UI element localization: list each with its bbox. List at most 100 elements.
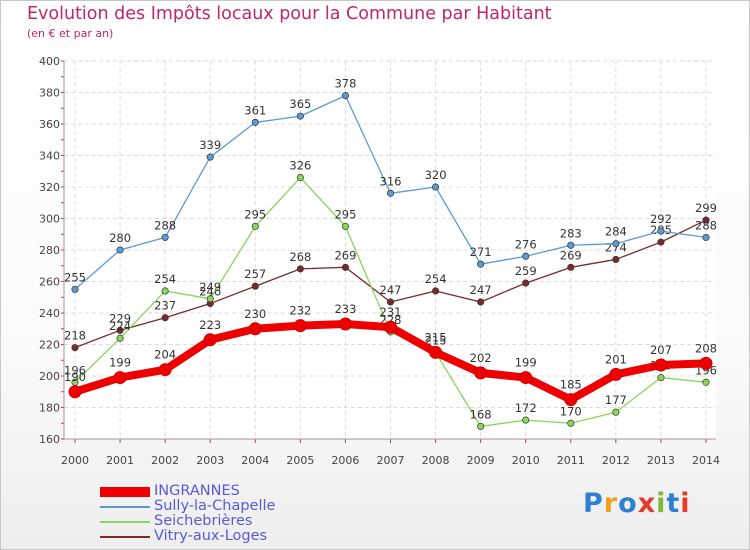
data-label: 255: [64, 270, 86, 284]
data-label: 326: [289, 159, 311, 173]
legend-label: Sully-la-Chapelle: [154, 498, 276, 514]
logo-letter: i: [680, 488, 691, 519]
data-label: 269: [334, 248, 356, 262]
y-tick-label: 200: [39, 370, 60, 383]
data-label: 231: [380, 305, 402, 319]
y-tick-label: 380: [39, 87, 60, 100]
legend-label: Seichebrières: [154, 513, 253, 529]
data-point: [116, 334, 124, 342]
data-label: 295: [334, 207, 356, 221]
data-label: 269: [560, 248, 582, 262]
data-point: [251, 282, 259, 290]
legend-swatch: [100, 521, 150, 523]
data-point: [477, 298, 485, 306]
data-label: 223: [199, 318, 221, 332]
logo-letter: r: [603, 488, 619, 519]
data-point: [113, 371, 127, 385]
legend-swatch: [100, 536, 150, 538]
logo-letter: i: [656, 488, 667, 519]
data-point: [293, 319, 307, 333]
data-point: [567, 263, 575, 271]
data-label: 177: [605, 393, 627, 407]
data-label: 172: [515, 401, 537, 415]
data-label: 204: [154, 348, 176, 362]
data-point: [702, 378, 710, 386]
data-point: [116, 246, 124, 254]
data-point: [657, 227, 665, 235]
y-tick-label: 160: [39, 433, 60, 446]
data-label: 199: [515, 356, 537, 370]
data-point: [522, 279, 530, 287]
data-label: 185: [560, 378, 582, 392]
data-point: [702, 216, 710, 224]
data-point: [384, 320, 397, 334]
data-point: [702, 233, 710, 241]
data-label: 229: [109, 311, 131, 325]
data-point: [296, 174, 304, 182]
data-point: [158, 363, 172, 377]
data-point: [296, 112, 304, 120]
x-tick-label: 2011: [557, 454, 585, 467]
x-tick-label: 2014: [692, 454, 720, 467]
data-label: 259: [515, 264, 537, 278]
data-point: [206, 295, 214, 303]
logo-letter: x: [637, 488, 657, 519]
chart-subtitle: (en € et par an): [27, 27, 114, 40]
legend-item: Seichebrières: [100, 513, 360, 529]
data-label: 202: [470, 351, 492, 365]
data-label: 320: [425, 168, 447, 182]
y-tick-label: 280: [39, 244, 60, 257]
logo-letter: o: [618, 488, 638, 519]
x-tick-label: 2002: [151, 454, 179, 467]
chart-legend: INGRANNES Sully-la-Chapelle Seichebrières V…: [100, 483, 360, 544]
data-label: 271: [470, 245, 492, 259]
data-point: [657, 238, 665, 246]
data-point: [251, 118, 259, 126]
data-label: 168: [470, 407, 492, 421]
data-point: [248, 322, 262, 336]
data-label: 268: [289, 250, 311, 264]
data-label: 283: [560, 226, 582, 240]
data-label: 284: [605, 225, 627, 239]
y-tick-label: 220: [39, 339, 60, 352]
data-point: [251, 222, 259, 230]
proxiti-logo: Proxiti: [583, 488, 691, 519]
logo-letter: t: [666, 488, 681, 519]
data-point: [386, 189, 395, 197]
y-tick-label: 300: [39, 213, 60, 226]
legend-label: INGRANNES: [154, 483, 240, 499]
chart-title: Evolution des Impôts locaux pour la Comm…: [27, 4, 552, 24]
data-point: [206, 153, 214, 161]
data-point: [341, 222, 349, 230]
data-label: 207: [650, 343, 672, 357]
legend-swatch: [100, 487, 150, 497]
data-label: 365: [289, 97, 311, 111]
data-point: [564, 393, 578, 407]
data-point: [654, 358, 668, 372]
data-label: 288: [154, 218, 176, 232]
data-label: 208: [695, 341, 717, 355]
y-tick-label: 180: [39, 402, 60, 415]
data-label: 232: [289, 304, 311, 318]
data-label: 196: [64, 363, 86, 377]
x-tick-label: 2001: [106, 454, 134, 467]
data-label: 170: [560, 404, 582, 418]
data-label: 237: [154, 299, 176, 313]
data-point: [567, 241, 575, 249]
x-tick-label: 2003: [196, 454, 224, 467]
y-tick-label: 400: [39, 55, 60, 68]
data-point: [203, 333, 217, 347]
data-point: [699, 356, 713, 370]
data-label: 249: [199, 280, 221, 294]
data-label: 218: [64, 329, 86, 343]
logo-letter: P: [583, 488, 604, 519]
data-point: [657, 374, 665, 382]
data-label: 257: [244, 267, 266, 281]
data-label: 316: [380, 174, 402, 188]
x-tick-label: 2000: [61, 454, 89, 467]
data-point: [522, 252, 530, 260]
legend-item: Sully-la-Chapelle: [100, 498, 360, 514]
data-label: 276: [515, 237, 537, 251]
data-point: [432, 183, 440, 191]
